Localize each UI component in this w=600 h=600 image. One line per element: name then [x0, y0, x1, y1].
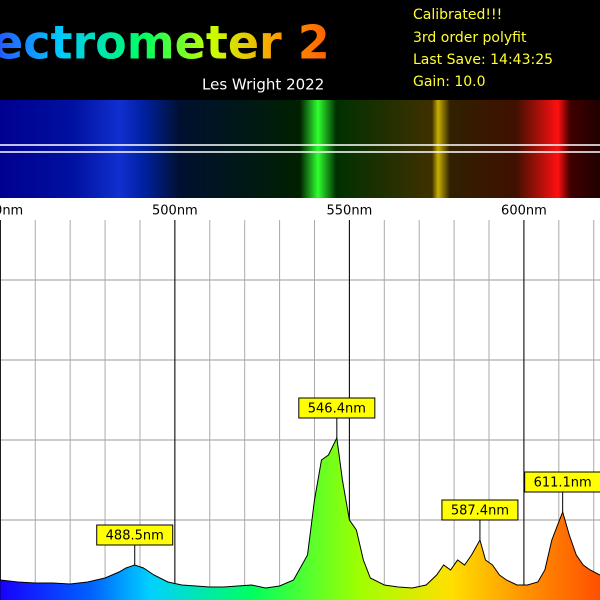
x-tick-label: 550nm — [327, 204, 373, 219]
peak-label: 546.4nm — [308, 402, 366, 417]
x-tick-label: 500nm — [152, 204, 198, 219]
status-line: Last Save: 14:43:25 — [413, 52, 553, 68]
x-tick-label: 450nm — [0, 204, 23, 219]
peak-label-box — [298, 397, 376, 419]
peak-label-box — [96, 524, 174, 546]
peak-label: 488.5nm — [106, 529, 164, 544]
header-bg — [0, 0, 600, 100]
peak-label: 611.1nm — [534, 476, 592, 491]
app-title: ectrometer 2 — [0, 16, 330, 70]
spectrum-line — [0, 436, 600, 589]
spectrum-strip — [0, 100, 600, 198]
author: Les Wright 2022 — [202, 76, 324, 94]
peak-label: 587.4nm — [451, 504, 509, 519]
x-tick-label: 600nm — [501, 204, 547, 219]
peak-label-box — [441, 499, 519, 521]
status-line: 3rd order polyfit — [413, 30, 527, 46]
status-line: Gain: 10.0 — [413, 74, 486, 90]
status-line: Calibrated!!! — [413, 7, 502, 23]
peak-label-box — [524, 471, 600, 493]
